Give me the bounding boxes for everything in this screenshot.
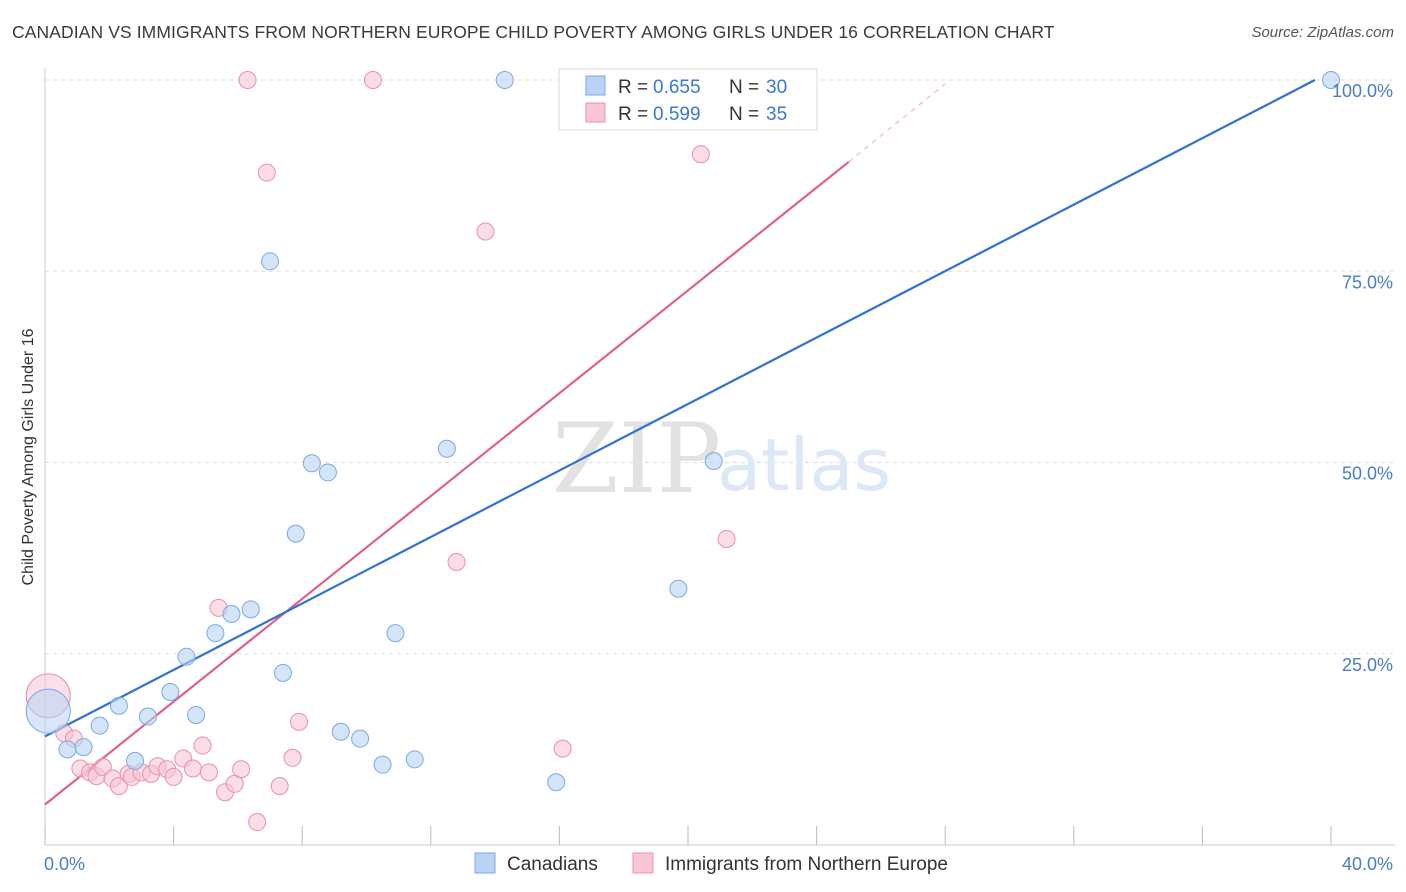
- point-canadians: [1322, 71, 1340, 89]
- point-canadians: [351, 729, 370, 748]
- point-immigrants: [232, 760, 251, 779]
- point-immigrants: [257, 163, 276, 182]
- point-immigrants: [238, 71, 257, 89]
- point-canadians: [261, 252, 280, 271]
- trend-lines: [44, 79, 1316, 806]
- trend-line-canadians: [44, 79, 1316, 738]
- legend-n-label: N =: [729, 77, 759, 98]
- point-canadians: [405, 750, 424, 769]
- point-canadians: [58, 740, 77, 759]
- series-legend: Canadians Immigrants from Northern Europ…: [474, 852, 948, 875]
- chart-source: Source: ZipAtlas.com: [1251, 24, 1394, 41]
- point-immigrants: [553, 739, 572, 758]
- legend-r-label: R =: [618, 77, 648, 98]
- point-canadians: [669, 579, 688, 598]
- point-immigrants: [248, 813, 267, 832]
- point-canadians: [331, 722, 350, 741]
- point-immigrants: [691, 145, 710, 164]
- legend-r-value-canadians: 0.655: [653, 77, 701, 98]
- point-immigrants: [447, 552, 466, 571]
- y-tick-label: 100.0%: [1332, 81, 1393, 101]
- point-canadians: [241, 600, 260, 619]
- point-immigrants: [270, 777, 289, 796]
- point-immigrants: [109, 777, 128, 796]
- x-tick-label: 0.0%: [44, 854, 85, 874]
- watermark-atlas: atlas: [717, 423, 891, 507]
- point-canadians: [547, 773, 566, 792]
- chart-title: CANADIAN VS IMMIGRANTS FROM NORTHERN EUR…: [12, 22, 1055, 42]
- point-canadians: [386, 624, 405, 643]
- point-immigrants: [717, 530, 736, 548]
- legend-swatch-immigrants: [585, 102, 606, 123]
- legend-r-value-immigrants: 0.599: [653, 104, 701, 125]
- point-canadians: [495, 71, 514, 89]
- stats-legend: R = 0.655 N = 30 R = 0.599 N = 35: [558, 68, 818, 131]
- point-canadians: [206, 624, 225, 643]
- watermark-zip: ZIP: [552, 403, 721, 515]
- bottom-legend-immigrants: Immigrants from Northern Europe: [665, 854, 948, 875]
- trend-line-immigrants: [44, 160, 850, 806]
- bottom-legend-canadians: Canadians: [507, 854, 598, 875]
- bottom-legend-swatch-immigrants: [632, 852, 654, 874]
- point-canadians: [25, 688, 71, 734]
- point-immigrants: [183, 759, 202, 778]
- point-immigrants: [476, 222, 495, 241]
- point-immigrants: [193, 736, 212, 755]
- point-canadians: [161, 683, 180, 701]
- point-canadians: [437, 439, 456, 458]
- legend-r-label: R =: [618, 104, 648, 125]
- x-tick-label: 40.0%: [1342, 854, 1393, 874]
- point-canadians: [273, 663, 292, 682]
- point-canadians: [302, 454, 321, 473]
- legend-n-label: N =: [729, 104, 759, 125]
- y-tick-label: 50.0%: [1342, 464, 1393, 484]
- trend-line-immigrants-extension: [848, 83, 946, 163]
- point-immigrants: [93, 757, 112, 776]
- y-axis-label: Child Poverty Among Girls Under 16: [20, 328, 37, 585]
- point-immigrants: [363, 71, 382, 89]
- point-immigrants: [199, 763, 218, 782]
- point-canadians: [318, 463, 337, 482]
- y-tick-label: 25.0%: [1342, 655, 1393, 675]
- point-immigrants: [164, 767, 183, 786]
- legend-n-value-immigrants: 35: [766, 104, 787, 125]
- point-canadians: [187, 705, 206, 724]
- point-immigrants: [283, 748, 302, 767]
- grid-lines: [45, 79, 1395, 655]
- point-canadians: [126, 751, 145, 770]
- point-canadians: [74, 738, 93, 757]
- point-canadians: [90, 716, 109, 735]
- y-tick-label: 75.0%: [1342, 272, 1393, 292]
- tick-labels: 25.0% 50.0% 75.0% 100.0% 0.0% 40.0%: [44, 81, 1393, 874]
- point-canadians: [704, 451, 723, 470]
- legend-swatch-canadians: [585, 75, 606, 96]
- point-canadians: [109, 696, 128, 715]
- point-canadians: [286, 524, 305, 543]
- point-canadians: [138, 707, 157, 726]
- point-canadians: [177, 647, 196, 666]
- point-canadians: [222, 604, 241, 623]
- point-canadians: [373, 755, 392, 774]
- bottom-legend-swatch-canadians: [474, 852, 496, 874]
- point-immigrants: [289, 712, 308, 731]
- legend-n-value-canadians: 30: [766, 77, 787, 98]
